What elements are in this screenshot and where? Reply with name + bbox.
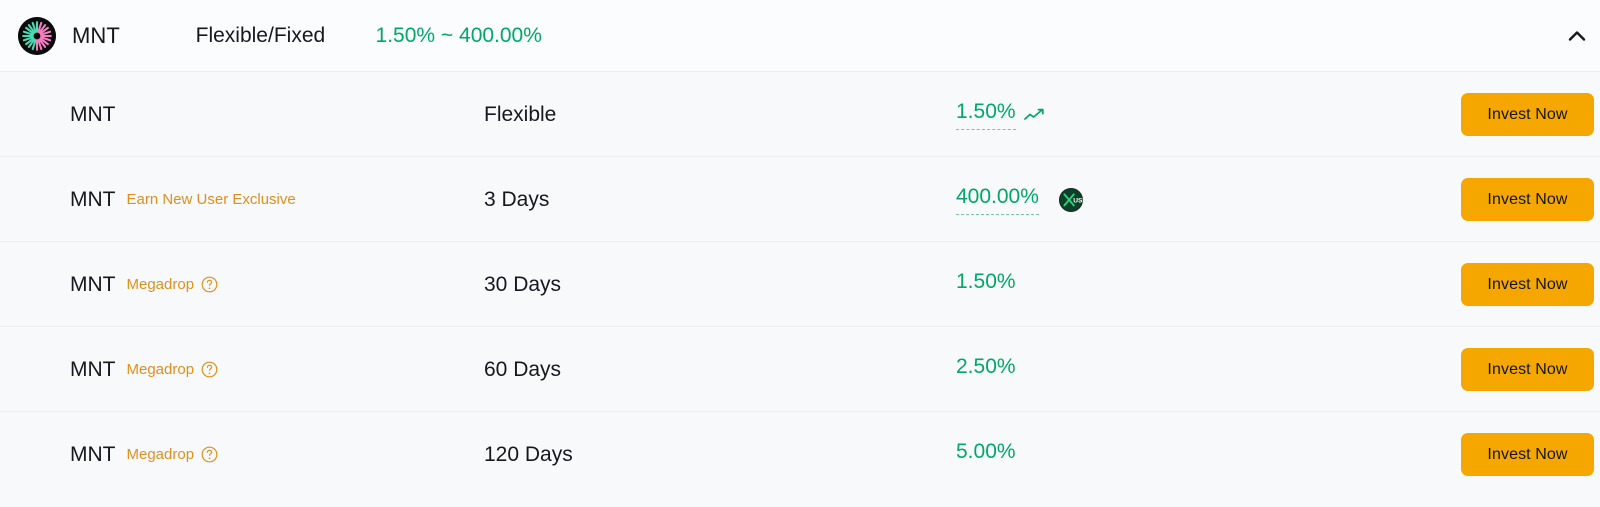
product-action-cell: Invest Now (1398, 263, 1600, 306)
product-row-3[interactable]: MNT Megadrop 60 Days 2.50% Invest Now (0, 327, 1600, 412)
product-asset-name: MNT (70, 187, 116, 211)
product-asset-cell: MNT (0, 103, 484, 127)
asset-group-header-row[interactable]: MNT Flexible/Fixed 1.50% ~ 400.00% (0, 0, 1600, 72)
summary-apr-cell: 1.50% ~ 400.00% (376, 24, 544, 48)
product-action-cell: Invest Now (1398, 433, 1600, 476)
product-term: 3 Days (484, 187, 550, 211)
product-tag-label: Megadrop (126, 446, 195, 463)
invest-now-button[interactable]: Invest Now (1461, 263, 1594, 306)
product-term: Flexible (484, 102, 557, 126)
product-row-0[interactable]: MNT Flexible 1.50% Invest Now (0, 72, 1600, 157)
help-circle-icon[interactable] (201, 276, 218, 293)
product-tag[interactable]: Megadrop (127, 361, 219, 378)
product-apr-value: 400.00% (956, 185, 1039, 215)
chevron-up-icon[interactable] (1554, 13, 1600, 59)
product-term: 120 Days (484, 442, 573, 466)
product-apr-value: 1.50% (956, 270, 1016, 293)
invest-now-button[interactable]: Invest Now (1461, 178, 1594, 221)
svg-text:USD: USD (1073, 197, 1083, 204)
product-action-cell: Invest Now (1398, 93, 1600, 136)
invest-now-button[interactable]: Invest Now (1461, 348, 1594, 391)
product-apr-cell: 5.00% (956, 440, 1398, 469)
product-action-cell: Invest Now (1398, 348, 1600, 391)
product-action-cell: Invest Now (1398, 178, 1600, 221)
product-tag-label: Megadrop (126, 276, 195, 293)
invest-now-button[interactable]: Invest Now (1461, 93, 1594, 136)
product-asset-name: MNT (70, 272, 116, 296)
summary-apr-range: 1.50% ~ 400.00% (375, 24, 542, 47)
product-row-1[interactable]: MNT Earn New User Exclusive 3 Days 400.0… (0, 157, 1600, 242)
product-tag-label: Earn New User Exclusive (126, 191, 296, 208)
product-rows-container: MNT Flexible 1.50% Invest Now MNT Earn N… (0, 72, 1600, 497)
product-asset-cell: MNT Megadrop (0, 358, 484, 382)
summary-asset-cell: MNT (0, 17, 196, 55)
product-asset-cell: MNT Megadrop (0, 443, 484, 467)
product-asset-name: MNT (70, 102, 116, 126)
product-tag-label: Megadrop (126, 361, 195, 378)
product-apr-cell: 1.50% (956, 100, 1398, 130)
help-circle-icon[interactable] (201, 361, 218, 378)
product-apr-cell: 2.50% (956, 355, 1398, 384)
product-tag[interactable]: Earn New User Exclusive (127, 191, 296, 208)
summary-term-cell: Flexible/Fixed (196, 24, 376, 48)
product-asset-cell: MNT Megadrop (0, 273, 484, 297)
product-asset-cell: MNT Earn New User Exclusive (0, 188, 484, 212)
product-row-2[interactable]: MNT Megadrop 30 Days 1.50% Invest Now (0, 242, 1600, 327)
invest-now-button[interactable]: Invest Now (1461, 433, 1594, 476)
summary-action-cell (544, 13, 1600, 59)
product-term: 60 Days (484, 357, 562, 381)
product-apr-value: 5.00% (956, 440, 1016, 463)
trend-line-icon[interactable] (1023, 108, 1044, 122)
product-apr-value: 2.50% (956, 355, 1016, 378)
product-apr-cell: 400.00% USD (956, 185, 1398, 215)
mnt-token-logo-icon (18, 17, 56, 55)
summary-asset-name: MNT (72, 23, 120, 48)
product-apr-value: 1.50% (956, 100, 1016, 130)
product-tag[interactable]: Megadrop (127, 446, 219, 463)
xusd-reward-badge-icon[interactable]: USD (1058, 187, 1083, 212)
product-apr-cell: 1.50% (956, 270, 1398, 299)
product-asset-name: MNT (70, 357, 116, 381)
product-row-4[interactable]: MNT Megadrop 120 Days 5.00% Invest Now (0, 412, 1600, 497)
product-asset-name: MNT (70, 442, 116, 466)
summary-term-label: Flexible/Fixed (195, 24, 326, 47)
product-term: 30 Days (484, 272, 562, 296)
product-tag[interactable]: Megadrop (127, 276, 219, 293)
help-circle-icon[interactable] (201, 446, 218, 463)
